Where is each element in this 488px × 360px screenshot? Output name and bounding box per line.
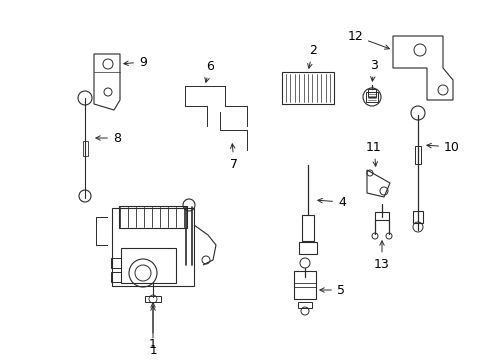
Bar [145,296,161,302]
Bar [302,215,313,241]
Bar [82,140,87,156]
Text: 6: 6 [204,59,214,82]
Text: 2: 2 [307,44,316,68]
Text: 4: 4 [317,195,345,208]
Bar [293,271,315,299]
Bar [297,302,311,308]
Text: 5: 5 [319,284,345,297]
Text: 3: 3 [369,59,377,81]
Text: 1: 1 [149,306,157,351]
Text: 10: 10 [426,140,459,153]
Bar [414,146,420,164]
Bar [119,206,186,228]
Text: 13: 13 [373,241,389,270]
Text: 9: 9 [123,55,146,68]
Bar [111,258,121,268]
Bar [282,72,333,104]
Text: 8: 8 [96,131,121,144]
Bar [298,242,316,254]
Bar [365,92,377,102]
Bar [120,248,175,283]
Text: 7: 7 [229,144,238,171]
Bar [111,272,121,282]
Text: 11: 11 [366,140,381,166]
Bar [367,89,375,97]
Text: 12: 12 [346,30,388,49]
Text: 1: 1 [149,303,157,356]
Bar [374,212,388,220]
Bar [112,208,194,286]
Bar [412,211,422,223]
